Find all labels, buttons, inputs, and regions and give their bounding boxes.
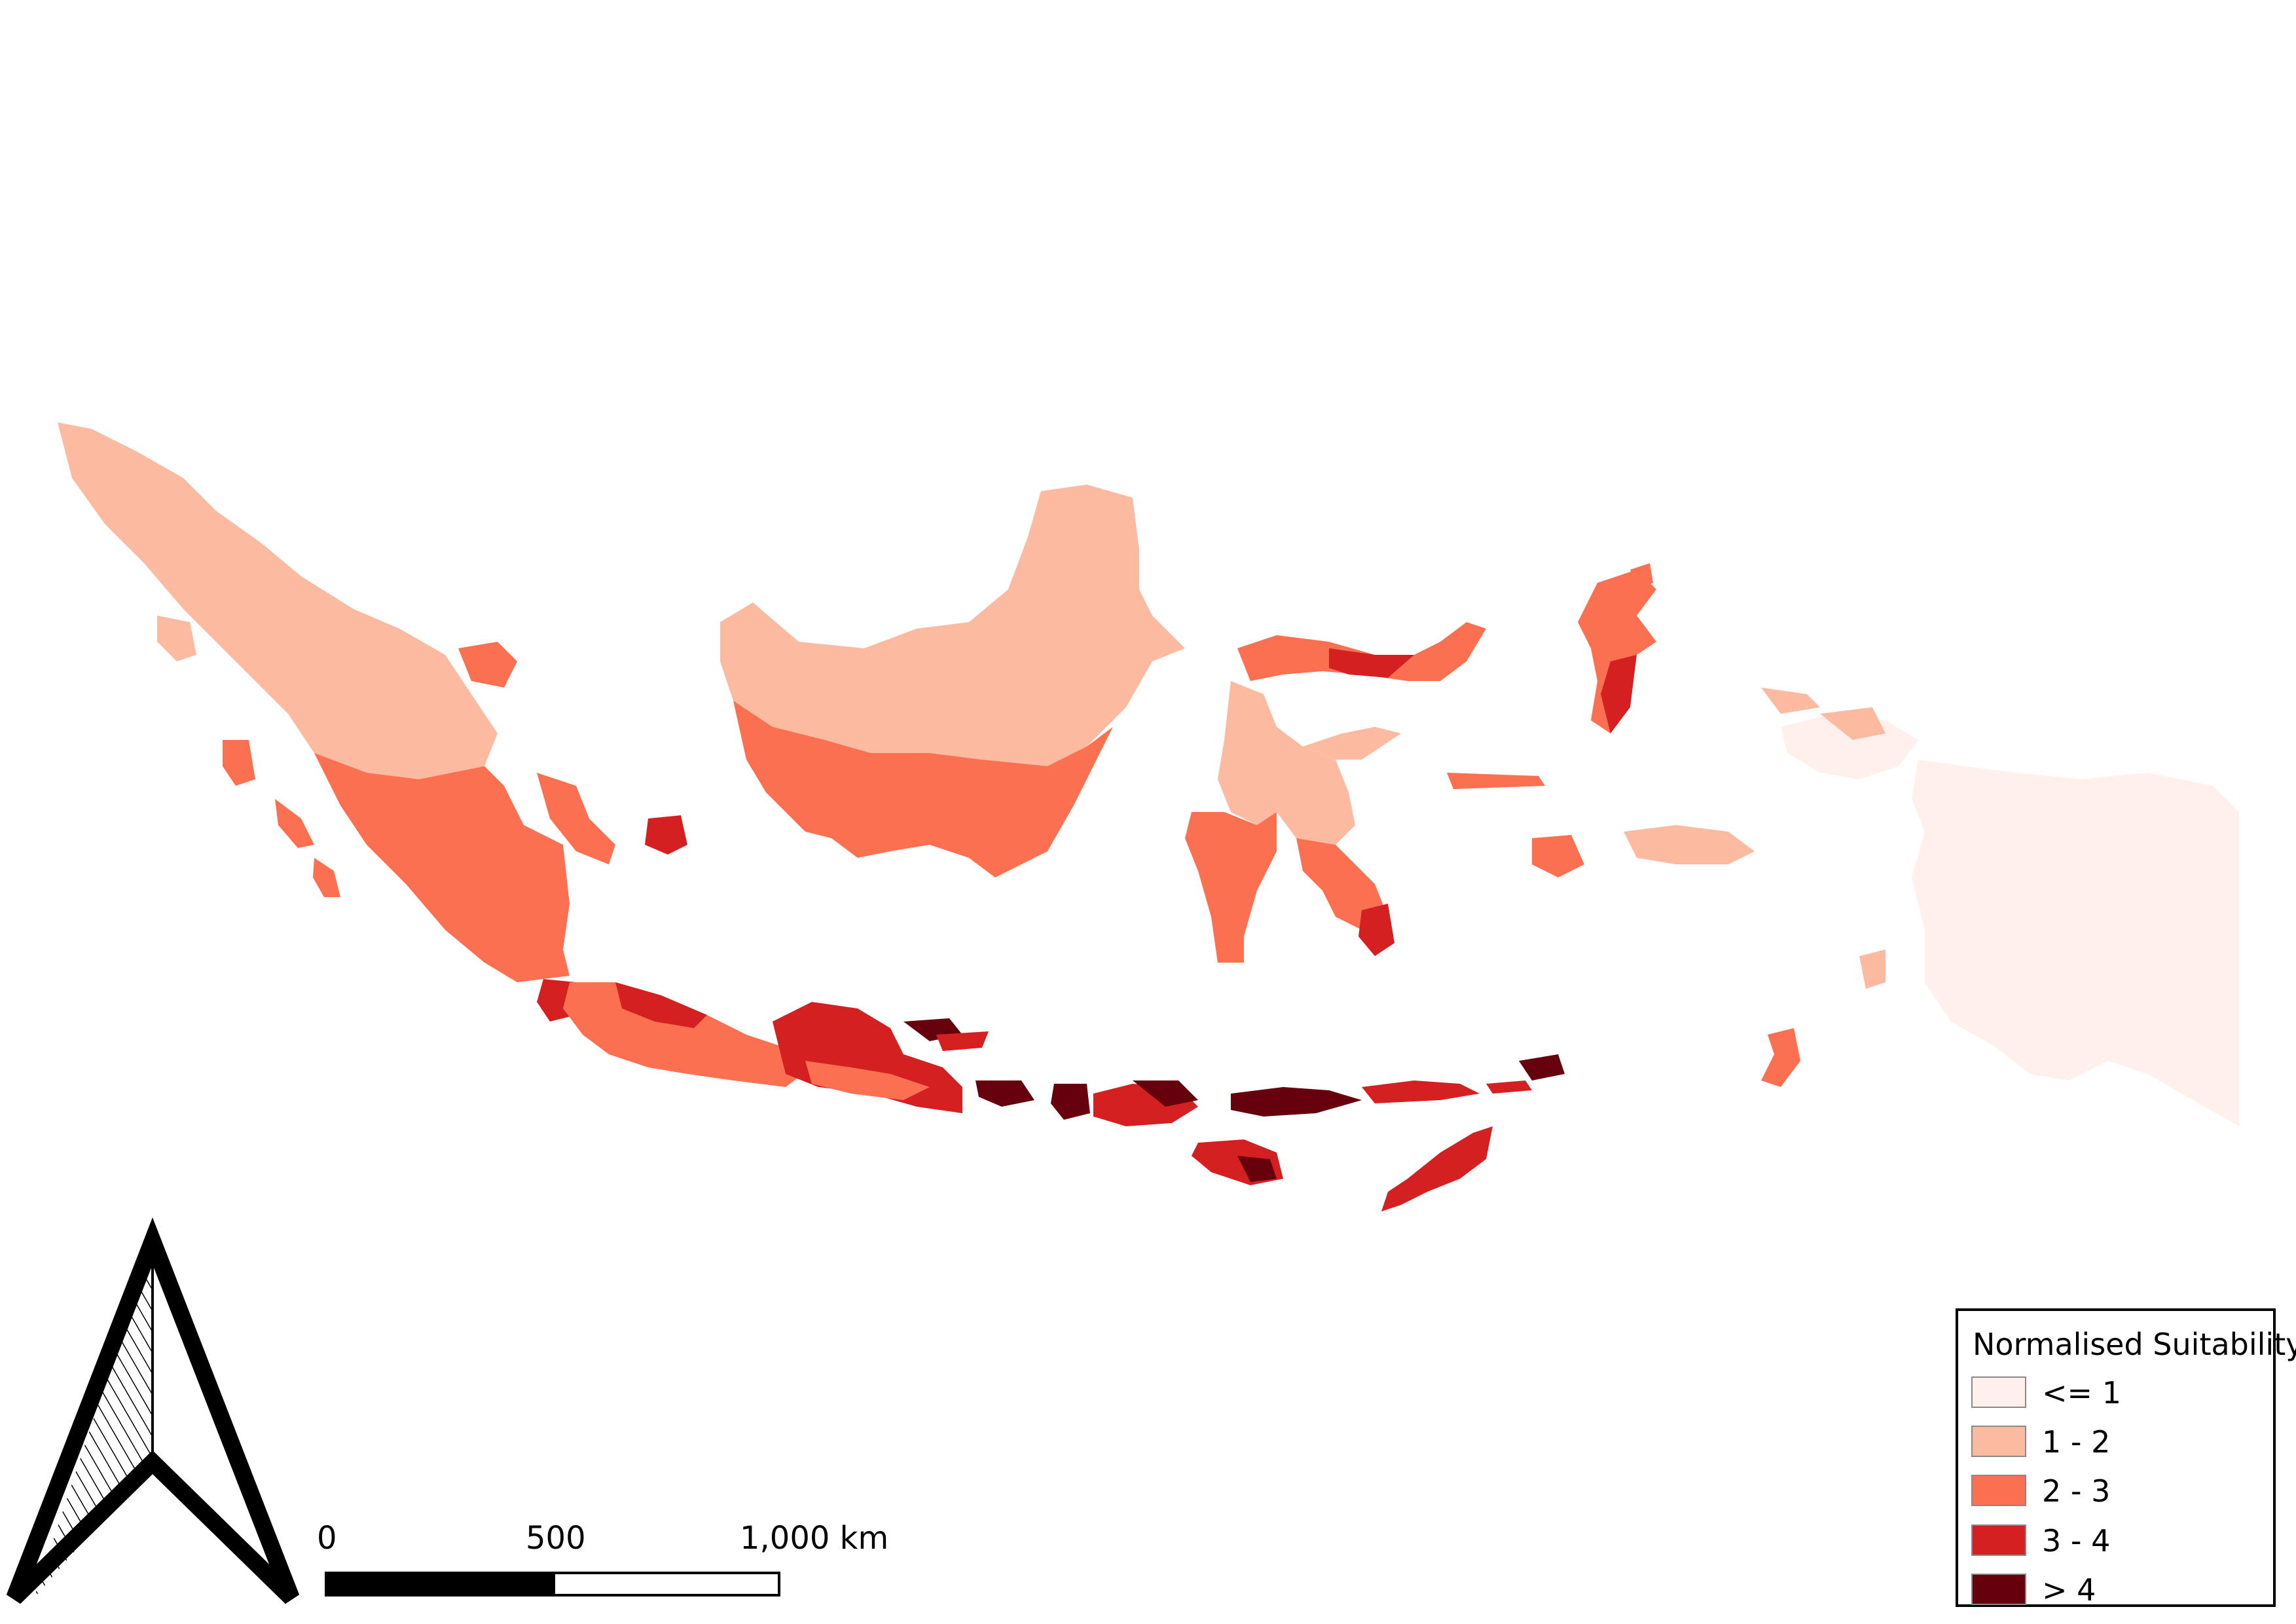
region-sulawesi-north-arm <box>1237 622 1486 681</box>
region-wetar-dark <box>1519 1054 1565 1080</box>
legend-label: 2 - 3 <box>2042 1473 2111 1509</box>
region-sumatra-north <box>58 422 498 786</box>
region-kalimantan-south <box>733 701 1113 877</box>
region-halmahera <box>1578 570 1656 733</box>
region-kei <box>1859 950 1886 989</box>
scale-bar-segment-light <box>553 1572 780 1596</box>
region-morotai <box>1630 563 1653 589</box>
legend-swatch <box>1971 1426 2026 1457</box>
region-sumatra-west-isle-1 <box>157 616 196 661</box>
region-kalimantan-north <box>720 485 1185 766</box>
region-sula <box>1447 773 1545 789</box>
region-halmahera-red <box>1601 655 1637 733</box>
region-sumatra-south <box>314 753 570 982</box>
region-lombok <box>1051 1084 1090 1120</box>
region-sulawesi-southeast <box>1296 838 1388 930</box>
region-seram <box>1624 825 1755 864</box>
region-sulawesi-center <box>1218 681 1355 845</box>
legend-item-1-2: 1 - 2 <box>1971 1424 2259 1460</box>
region-bali <box>975 1080 1034 1107</box>
region-buru <box>1532 835 1584 877</box>
region-tanimbar <box>1761 1028 1800 1087</box>
region-java-central <box>773 1002 962 1113</box>
scale-label-1000km: 1,000 km <box>740 1520 888 1557</box>
region-riau-isles <box>458 642 517 688</box>
legend-item-gt-4: > 4 <box>1971 1572 2259 1608</box>
region-sumatra-west-isle-4 <box>313 858 340 897</box>
region-sumatra-west-isle-3 <box>275 799 314 848</box>
region-sulawesi-north-red <box>1329 648 1414 678</box>
map-regions <box>58 422 2239 1211</box>
scale-bar: 0 500 1,000 km <box>317 1520 888 1596</box>
legend-label: 1 - 2 <box>2042 1424 2111 1460</box>
legend-title: Normalised Suitability <box>1973 1327 2296 1362</box>
region-sumatra-west-isle-2 <box>223 740 255 786</box>
region-belitung <box>645 815 687 855</box>
region-sumbawa-dark <box>1133 1080 1198 1107</box>
region-java-west-red <box>615 982 707 1028</box>
region-sulawesi-east-arm <box>1303 727 1401 760</box>
legend-label: <= 1 <box>2042 1375 2121 1411</box>
region-bangka <box>537 773 615 864</box>
region-java-central-orange <box>805 1061 930 1100</box>
region-alor <box>1486 1080 1532 1094</box>
legend: Normalised Suitability <= 1 1 - 2 2 - 3 … <box>1956 1308 2296 1608</box>
region-madura <box>936 1031 989 1051</box>
scale-label-0: 0 <box>317 1520 337 1557</box>
legend-label: 3 - 4 <box>2042 1523 2111 1559</box>
region-sumba-dark <box>1237 1156 1277 1182</box>
legend-swatch <box>1971 1574 2026 1605</box>
legend-label: > 4 <box>2042 1572 2096 1608</box>
region-java-west <box>563 982 812 1087</box>
region-papua-north-isle <box>1820 707 1886 740</box>
region-timor <box>1381 1126 1493 1211</box>
north-arrow-icon <box>6 1217 300 1604</box>
legend-item-3-4: 3 - 4 <box>1971 1523 2259 1559</box>
region-buton <box>1358 904 1394 956</box>
region-papua-main <box>1912 760 2239 1126</box>
legend-swatch <box>1971 1475 2026 1506</box>
legend-swatch <box>1971 1524 2026 1556</box>
scale-label-500: 500 <box>526 1520 586 1557</box>
legend-item-lte-1: <= 1 <box>1971 1375 2259 1411</box>
legend-swatch <box>1971 1376 2026 1408</box>
legend-item-2-3: 2 - 3 <box>1971 1473 2259 1509</box>
region-sulawesi-south <box>1185 812 1277 963</box>
region-flores <box>1231 1087 1362 1116</box>
region-flores-red <box>1362 1080 1480 1103</box>
scale-bar-segment-dark <box>325 1572 555 1596</box>
region-aru-small <box>1761 688 1820 714</box>
